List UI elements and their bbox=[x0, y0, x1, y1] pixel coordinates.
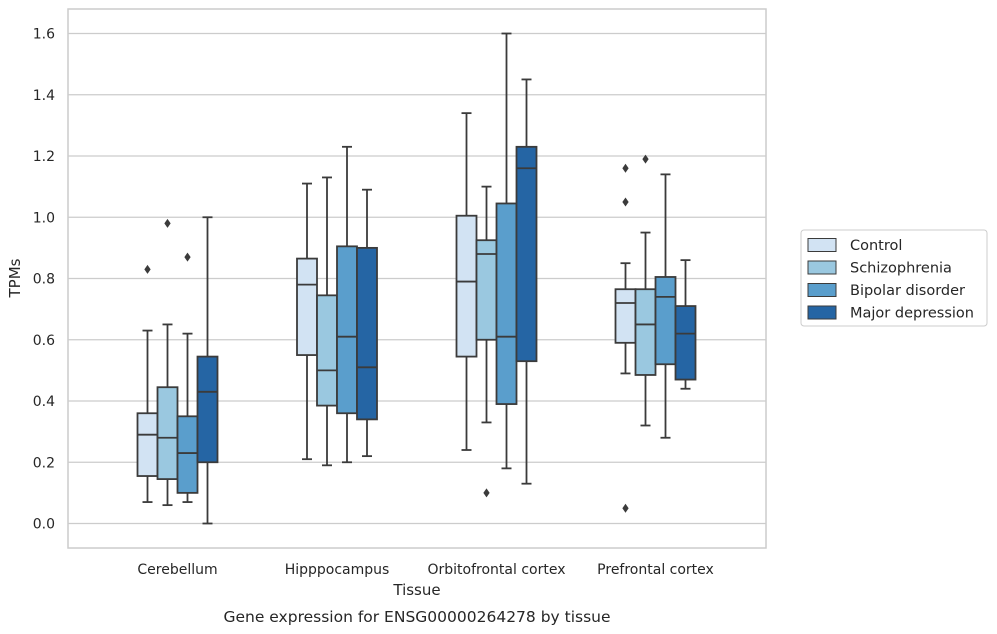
y-tick-label: 1.0 bbox=[33, 210, 55, 226]
box-major-depression bbox=[674, 259, 697, 390]
y-tick-label: 1.6 bbox=[33, 27, 55, 43]
chart-caption: Gene expression for ENSG00000264278 by t… bbox=[223, 608, 610, 626]
plot-frame bbox=[67, 8, 767, 549]
box-major-depression bbox=[515, 78, 538, 485]
y-axis-label: TPMs bbox=[6, 258, 24, 298]
box-control bbox=[455, 112, 478, 451]
x-tick-label: Hipppocampus bbox=[285, 562, 390, 578]
outlier-point bbox=[642, 154, 649, 164]
legend-swatch bbox=[807, 283, 837, 297]
iqr-box bbox=[495, 202, 518, 405]
outlier-point bbox=[184, 252, 191, 262]
box-control bbox=[296, 182, 318, 461]
box-control bbox=[614, 163, 637, 513]
box-bipolar-disorder bbox=[654, 173, 677, 439]
box-major-depression bbox=[356, 188, 378, 458]
legend-entry: Major depression bbox=[850, 306, 974, 322]
iqr-box bbox=[674, 305, 697, 381]
outlier-point bbox=[622, 503, 629, 513]
x-tick-label: Orbitofrontal cortex bbox=[428, 562, 566, 578]
iqr-box bbox=[475, 239, 498, 341]
iqr-box bbox=[634, 288, 657, 376]
legend-swatch bbox=[807, 238, 837, 252]
legend-entry: Bipolar disorder bbox=[850, 283, 965, 299]
outlier-point bbox=[622, 197, 629, 207]
iqr-box bbox=[336, 245, 358, 415]
box-major-depression bbox=[196, 216, 219, 525]
outlier-point bbox=[483, 488, 490, 498]
iqr-box bbox=[156, 386, 179, 480]
x-tick-label: Cerebellum bbox=[137, 562, 217, 578]
outlier-point bbox=[144, 264, 151, 274]
y-tick-label: 0.6 bbox=[33, 333, 55, 349]
y-tick-label: 1.2 bbox=[33, 149, 55, 165]
iqr-box bbox=[176, 415, 199, 494]
iqr-box bbox=[654, 276, 677, 366]
y-tick-label: 1.4 bbox=[33, 88, 55, 104]
x-tick-labels: Cerebellum Hipppocampus Orbitofrontal cort… bbox=[137, 562, 713, 578]
outlier-point bbox=[164, 218, 171, 228]
boxes bbox=[136, 32, 697, 525]
iqr-box bbox=[515, 145, 538, 363]
legend-entry: Control bbox=[850, 238, 902, 254]
y-tick-labels: 0.0 0.2 0.4 0.6 0.8 1.0 1.2 1.4 1.6 bbox=[33, 27, 55, 533]
iqr-box bbox=[356, 246, 378, 421]
iqr-box bbox=[296, 257, 318, 356]
x-axis-label: Tissue bbox=[392, 581, 440, 599]
x-tick-label: Prefrontal cortex bbox=[597, 562, 714, 578]
y-tick-label: 0.4 bbox=[33, 394, 55, 410]
iqr-box bbox=[316, 294, 338, 407]
y-tick-label: 0.8 bbox=[33, 272, 55, 288]
box-bipolar-disorder bbox=[176, 252, 199, 503]
legend-entry: Schizophrenia bbox=[850, 261, 952, 277]
y-tick-label: 0.0 bbox=[33, 517, 55, 533]
legend-swatch bbox=[807, 260, 837, 275]
legend-swatch bbox=[807, 305, 837, 320]
iqr-box bbox=[136, 412, 159, 477]
outlier-point bbox=[622, 163, 629, 173]
iqr-box bbox=[614, 288, 637, 344]
grid-lines bbox=[68, 32, 766, 525]
iqr-box bbox=[196, 355, 219, 464]
y-tick-label: 0.2 bbox=[33, 455, 55, 471]
iqr-box bbox=[455, 214, 478, 358]
box-bipolar-disorder bbox=[495, 32, 518, 470]
box-schizophrenia bbox=[634, 154, 657, 427]
legend-frame bbox=[800, 229, 988, 327]
box-schizophrenia bbox=[316, 176, 338, 467]
legend: Control Schizophrenia Bipolar disorder Majo… bbox=[800, 229, 988, 327]
